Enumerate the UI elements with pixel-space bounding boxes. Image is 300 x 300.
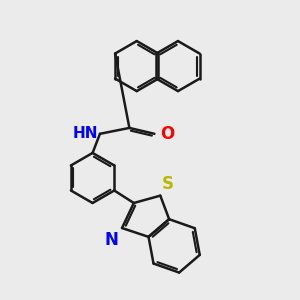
Text: N: N [105, 231, 118, 249]
Text: S: S [162, 175, 174, 193]
Text: O: O [160, 125, 174, 143]
Text: HN: HN [73, 126, 98, 141]
